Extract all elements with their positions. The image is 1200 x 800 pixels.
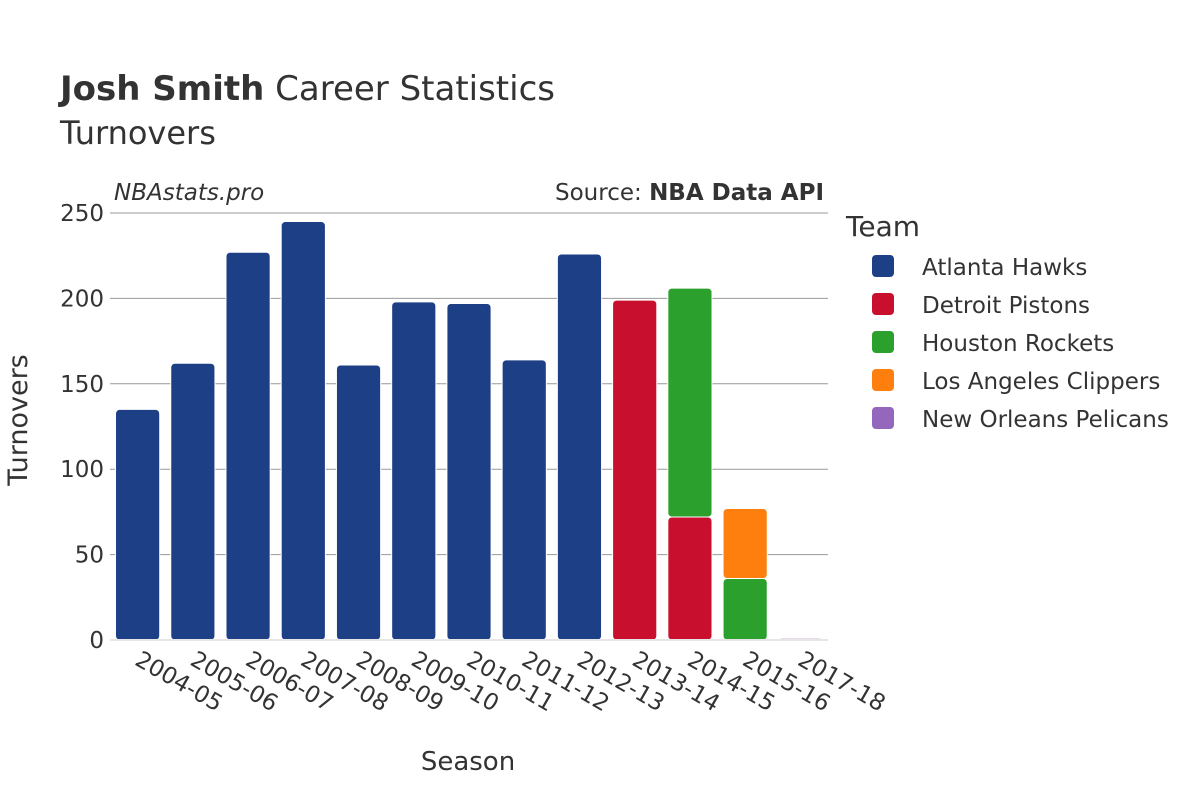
legend-swatch bbox=[872, 369, 894, 391]
bar-2015-16-los-angeles-clippers bbox=[722, 507, 768, 580]
legend-label: New Orleans Pelicans bbox=[922, 407, 1169, 433]
legend-item-houston-rockets[interactable]: Houston Rockets bbox=[872, 331, 1114, 357]
bar-2010-11-atlanta-hawks bbox=[446, 303, 492, 641]
watermark-text: NBAstats.pro bbox=[114, 180, 264, 206]
bar-2014-15-houston-rockets bbox=[667, 287, 713, 518]
legend-item-los-angeles-clippers[interactable]: Los Angeles Clippers bbox=[872, 369, 1160, 395]
title-rest: Career Statistics bbox=[275, 69, 555, 109]
legend-label: Detroit Pistons bbox=[922, 293, 1090, 319]
y-axis-title: Turnovers bbox=[3, 354, 34, 487]
legend-item-new-orleans-pelicans[interactable]: New Orleans Pelicans bbox=[872, 407, 1169, 433]
x-tick-labels: 2004-052005-062006-072007-082008-092009-… bbox=[131, 647, 890, 718]
y-tick-label: 100 bbox=[60, 457, 104, 483]
legend-title: Team bbox=[845, 210, 920, 243]
bar-2008-09-atlanta-hawks bbox=[335, 364, 382, 641]
legend-swatch bbox=[872, 407, 894, 429]
bar-2005-06-atlanta-hawks bbox=[170, 362, 216, 641]
y-tick-label: 0 bbox=[89, 628, 104, 654]
legend-swatch bbox=[872, 331, 894, 353]
chart-title: Josh Smith Career Statistics bbox=[58, 69, 555, 109]
legend: Atlanta Hawks Detroit Pistons Houston Rock… bbox=[872, 255, 1169, 433]
y-tick-label: 200 bbox=[60, 286, 104, 312]
bar-2014-15-detroit-pistons bbox=[667, 516, 713, 641]
bar-2004-05-atlanta-hawks bbox=[115, 408, 161, 641]
bar-group bbox=[115, 221, 823, 641]
bar-2011-12-atlanta-hawks bbox=[501, 359, 547, 641]
y-tick-label: 250 bbox=[60, 201, 104, 227]
y-tick-labels: 0 50 100 150 200 250 bbox=[60, 201, 104, 654]
y-tick-label: 50 bbox=[75, 543, 104, 569]
bar-2012-13-atlanta-hawks bbox=[556, 253, 603, 641]
legend-swatch bbox=[872, 293, 894, 315]
legend-label: Houston Rockets bbox=[922, 331, 1114, 357]
legend-item-atlanta-hawks[interactable]: Atlanta Hawks bbox=[872, 255, 1087, 281]
bar-2009-10-atlanta-hawks bbox=[391, 301, 437, 641]
source-name: NBA Data API bbox=[649, 180, 824, 206]
bar-2007-08-atlanta-hawks bbox=[280, 221, 326, 641]
legend-label: Atlanta Hawks bbox=[922, 255, 1087, 281]
legend-label: Los Angeles Clippers bbox=[922, 369, 1160, 395]
title-player-name: Josh Smith bbox=[58, 69, 264, 109]
x-axis-title: Season bbox=[421, 747, 515, 777]
legend-swatch bbox=[872, 255, 894, 277]
y-tick-label: 150 bbox=[60, 372, 104, 398]
source-label: Source: bbox=[555, 180, 642, 206]
source-credit: Source: NBA Data API bbox=[555, 180, 824, 206]
chart-subtitle: Turnovers bbox=[59, 114, 216, 152]
bar-2015-16-houston-rockets bbox=[722, 578, 768, 641]
legend-item-detroit-pistons[interactable]: Detroit Pistons bbox=[872, 293, 1090, 319]
bar-2006-07-atlanta-hawks bbox=[225, 251, 271, 641]
bar-2013-14-detroit-pistons bbox=[612, 299, 658, 641]
